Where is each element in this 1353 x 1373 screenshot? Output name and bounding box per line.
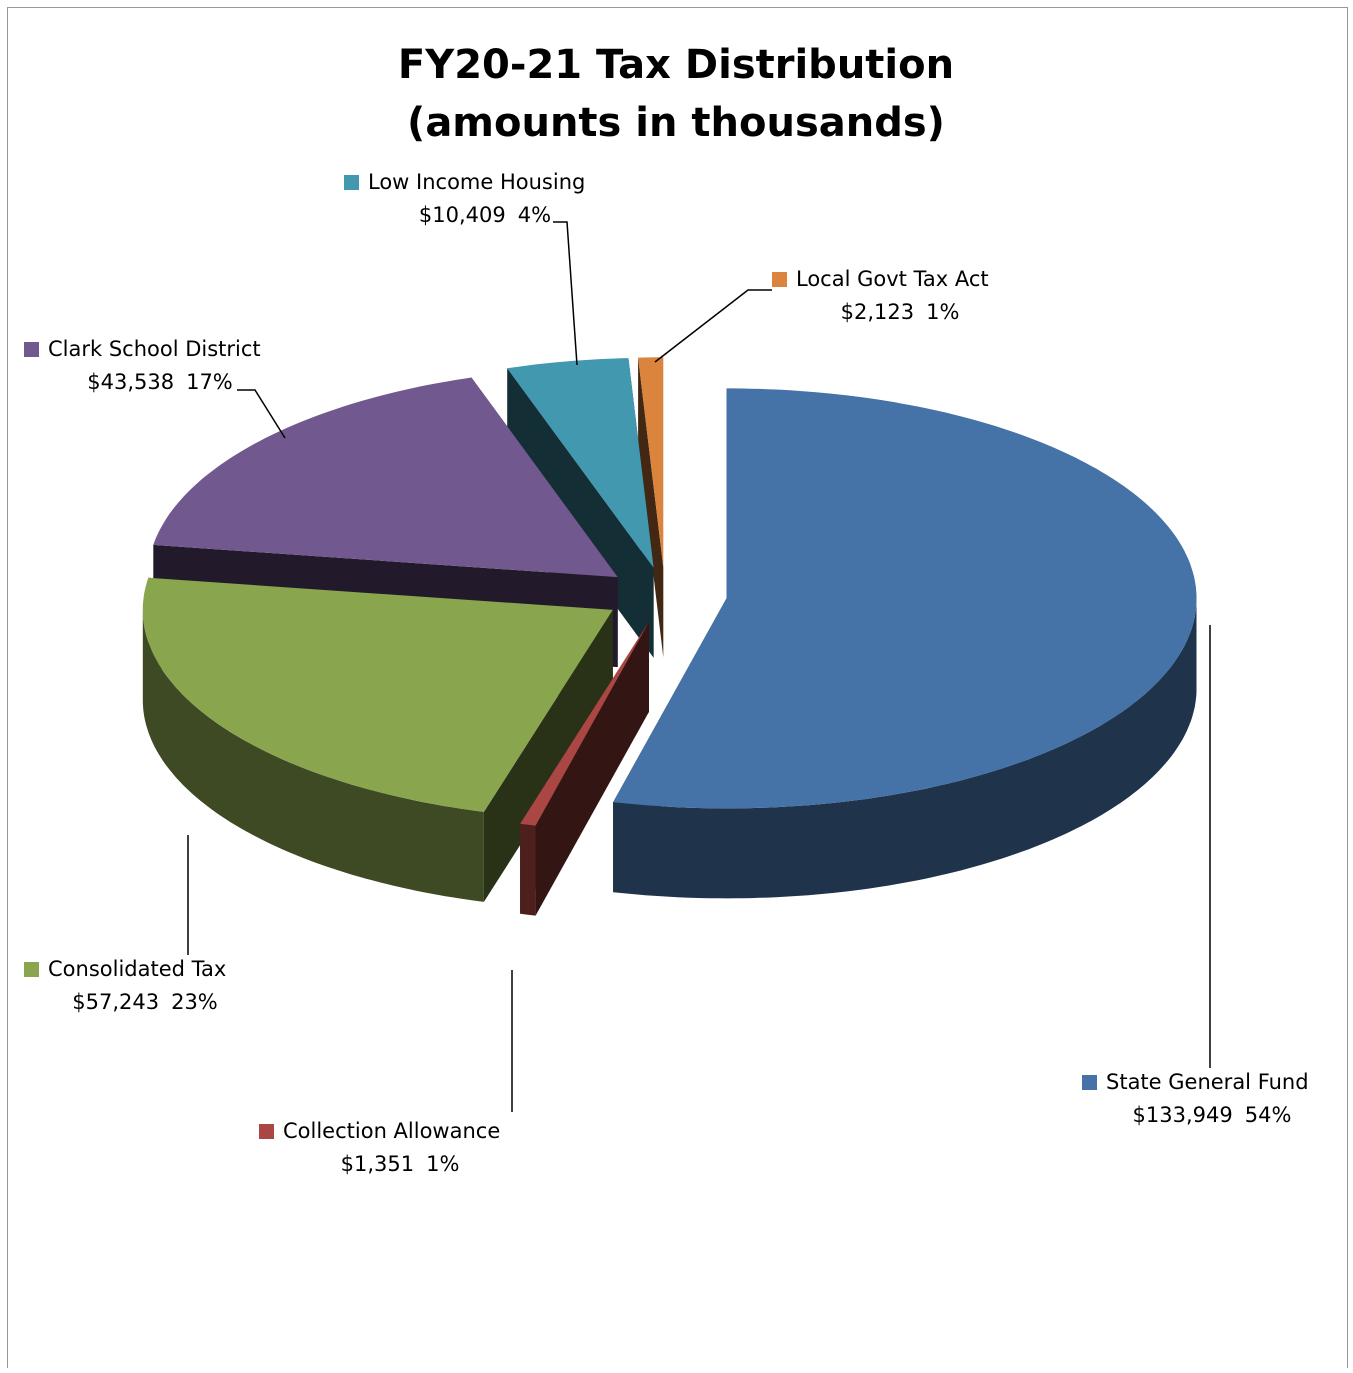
slice <box>638 357 664 658</box>
leader-line <box>237 389 286 439</box>
leader-line <box>654 289 772 363</box>
data-label: $57,243 23% <box>72 990 218 1014</box>
label-name: Local Govt Tax Act <box>796 267 989 291</box>
slice <box>507 358 654 568</box>
slice <box>613 388 1197 899</box>
legend-marker <box>344 175 359 190</box>
slice <box>142 577 613 902</box>
label-name: Collection Allowance <box>283 1119 500 1143</box>
slice <box>520 621 649 826</box>
data-label: $43,538 17% <box>87 370 233 394</box>
leader-line <box>553 221 578 366</box>
data-label: $1,351 1% <box>341 1152 460 1176</box>
slice-depth <box>142 609 484 902</box>
label-name: Clark School District <box>48 337 261 361</box>
data-label: $2,123 1% <box>841 300 960 324</box>
chart-subtitle: (amounts in thousands) <box>407 100 945 146</box>
slice-side <box>638 357 664 658</box>
value-label: $133,949 <box>1133 1103 1233 1127</box>
value-label: $10,409 <box>419 203 506 227</box>
chart-title: FY20-21 Tax Distribution <box>398 42 954 88</box>
value-label: $43,538 <box>87 370 174 394</box>
slice-depth <box>520 823 536 916</box>
value-label: $57,243 <box>72 990 159 1014</box>
legend-marker <box>772 272 787 287</box>
label-name: State General Fund <box>1106 1070 1309 1094</box>
percent-label: 1% <box>426 1152 459 1176</box>
slice <box>153 377 618 578</box>
legend-marker <box>259 1124 274 1139</box>
legend-marker <box>24 962 39 977</box>
data-label: $133,949 54% <box>1133 1103 1292 1127</box>
legend-marker <box>24 342 39 357</box>
percent-label: 17% <box>186 370 233 394</box>
percent-label: 1% <box>926 300 959 324</box>
data-label: $10,409 4% <box>419 203 551 227</box>
value-label: $2,123 <box>841 300 914 324</box>
percent-label: 23% <box>171 990 218 1014</box>
label-name: Low Income Housing <box>368 170 585 194</box>
legend-marker <box>1082 1075 1097 1090</box>
value-label: $1,351 <box>341 1152 414 1176</box>
label-name: Consolidated Tax <box>48 957 226 981</box>
slice <box>142 577 613 812</box>
slice-side <box>520 621 649 914</box>
slice-depth <box>613 598 1197 899</box>
slice <box>638 357 664 568</box>
percent-label: 4% <box>518 203 551 227</box>
percent-label: 54% <box>1245 1103 1292 1127</box>
slice <box>520 621 649 916</box>
slice <box>613 388 1197 809</box>
